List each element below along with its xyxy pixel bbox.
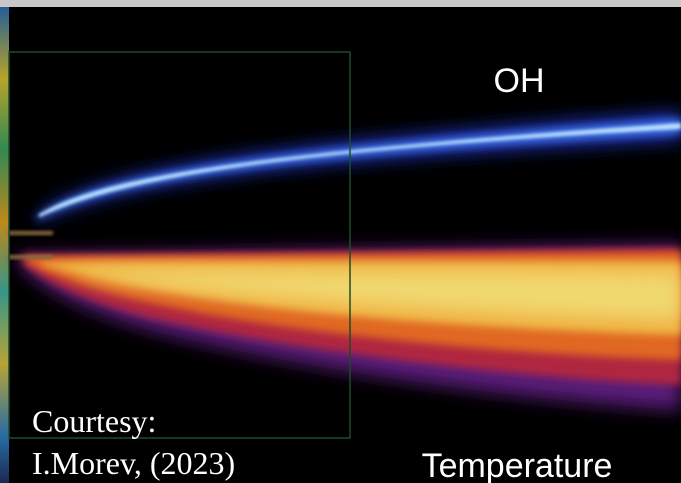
page: {"labels": {"oh": "OH", "temperature": "…: [0, 0, 681, 483]
left-edge-panel: [0, 7, 9, 483]
flame-visualization: OH Temperature Courtesy: I.Morev, (2023): [0, 0, 681, 483]
temperature-label: Temperature: [422, 447, 613, 483]
courtesy-label: Courtesy:: [32, 403, 156, 439]
oh-label: OH: [494, 62, 545, 100]
injector-line: [8, 231, 53, 235]
injector-line: [8, 255, 53, 259]
top-border: [0, 0, 681, 7]
credit-label: I.Morev, (2023): [32, 445, 235, 481]
